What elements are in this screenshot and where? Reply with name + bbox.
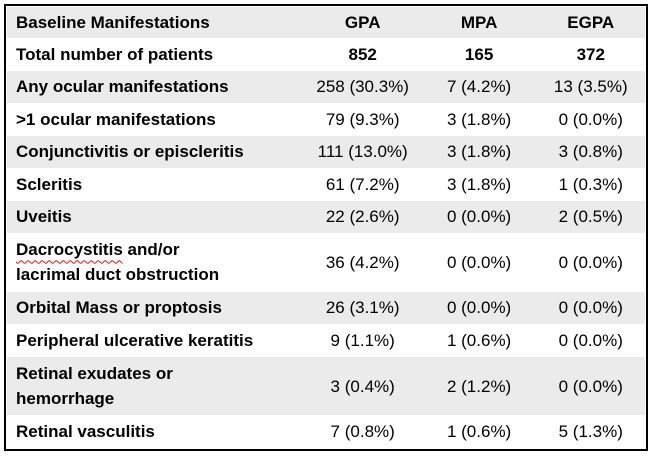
header-baseline-manifestations: Baseline Manifestations: [16, 13, 210, 32]
row-value-gpa: 852: [348, 44, 377, 64]
row-value-mpa: 7 (4.2%): [446, 77, 512, 97]
row-value-gpa: 111 (13.0%): [317, 142, 408, 162]
table-row: Any ocular manifestations 258 (30.3%) 7 (4…: [7, 70, 645, 103]
header-egpa: EGPA: [567, 13, 615, 32]
row-label: Any ocular manifestations: [16, 77, 229, 97]
table-row: Dacrocystitis and/or lacrimal duct obstr…: [7, 233, 645, 292]
table-row: Peripheral ulcerative keratitis 9 (1.1%) 1…: [7, 324, 645, 357]
table-row: Scleritis 61 (7.2%) 3 (1.8%) 1 (0.3%): [7, 168, 645, 201]
row-value-egpa: 0 (0.0%): [558, 330, 623, 350]
row-value-gpa: 26 (3.1%): [325, 298, 400, 318]
row-value-egpa: 1 (0.3%): [558, 174, 623, 194]
row-value-gpa: 258 (30.3%): [316, 77, 409, 97]
row-value-mpa: 1 (0.6%): [446, 330, 512, 350]
row-value-mpa: 0 (0.0%): [446, 298, 512, 318]
row-label: >1 ocular manifestations: [16, 109, 216, 129]
row-label: Retinal vasculitis: [16, 422, 155, 442]
row-value-gpa: 9 (1.1%): [330, 330, 395, 350]
row-value-mpa: 2 (1.2%): [446, 376, 512, 396]
header-row: Baseline Manifestations GPA MPA EGPA: [7, 7, 645, 38]
row-label: Scleritis: [16, 174, 83, 194]
row-label: Dacrocystitis and/or lacrimal duct obstr…: [16, 240, 220, 285]
row-value-mpa: 3 (1.8%): [446, 142, 512, 162]
row-value-gpa: 3 (0.4%): [330, 376, 395, 396]
table-row: Uveitis 22 (2.6%) 0 (0.0%) 2 (0.5%): [7, 200, 645, 233]
row-value-egpa: 3 (0.8%): [558, 142, 623, 162]
misspelled-word: Dacrocystitis: [16, 240, 123, 260]
row-value-egpa: 0 (0.0%): [558, 298, 623, 318]
row-value-egpa: 372: [576, 44, 605, 64]
row-value-egpa: 0 (0.0%): [558, 109, 623, 129]
row-value-mpa: 0 (0.0%): [446, 207, 512, 227]
baseline-manifestations-table: Baseline Manifestations GPA MPA EGPA Tot…: [7, 7, 645, 448]
row-label: Conjunctivitis or episcleritis: [16, 142, 244, 162]
table-frame: Baseline Manifestations GPA MPA EGPA Tot…: [4, 4, 648, 451]
row-value-gpa: 36 (4.2%): [325, 252, 400, 272]
row-value-egpa: 0 (0.0%): [558, 252, 623, 272]
table-row: Orbital Mass or proptosis 26 (3.1%) 0 (0.0…: [7, 291, 645, 325]
table-row: >1 ocular manifestations 79 (9.3%) 3 (1.8%…: [7, 103, 645, 136]
row-label: Orbital Mass or proptosis: [16, 298, 222, 318]
table-row: Retinal exudates or hemorrhage 3 (0.4%) 2 …: [7, 356, 645, 416]
row-value-mpa: 1 (0.6%): [446, 422, 512, 442]
row-label: Retinal exudates or hemorrhage: [16, 364, 173, 409]
row-label: Peripheral ulcerative keratitis: [16, 330, 254, 350]
table-row: Total number of patients 852 165 372: [7, 38, 645, 71]
row-value-egpa: 13 (3.5%): [553, 77, 628, 97]
row-value-mpa: 0 (0.0%): [446, 252, 512, 272]
row-value-egpa: 5 (1.3%): [558, 422, 623, 442]
table-row: Retinal vasculitis 7 (0.8%) 1 (0.6%) 5 (1.3…: [7, 415, 645, 448]
row-value-mpa: 3 (1.8%): [446, 109, 512, 129]
row-value-mpa: 165: [464, 44, 494, 64]
row-label: Total number of patients: [16, 44, 214, 64]
header-gpa: GPA: [344, 13, 381, 32]
row-value-gpa: 79 (9.3%): [325, 109, 400, 129]
header-mpa: MPA: [460, 13, 498, 32]
table-body: Total number of patients 852 165 372 Any ocu…: [7, 38, 645, 448]
row-value-egpa: 2 (0.5%): [558, 207, 623, 227]
row-value-mpa: 3 (1.8%): [446, 174, 512, 194]
table-row: Conjunctivitis or episcleritis 111 (13.0%…: [7, 135, 645, 168]
row-value-gpa: 7 (0.8%): [330, 422, 395, 442]
row-value-egpa: 0 (0.0%): [558, 376, 623, 396]
row-value-gpa: 22 (2.6%): [325, 207, 400, 227]
row-label: Uveitis: [16, 207, 72, 227]
row-value-gpa: 61 (7.2%): [325, 174, 400, 194]
